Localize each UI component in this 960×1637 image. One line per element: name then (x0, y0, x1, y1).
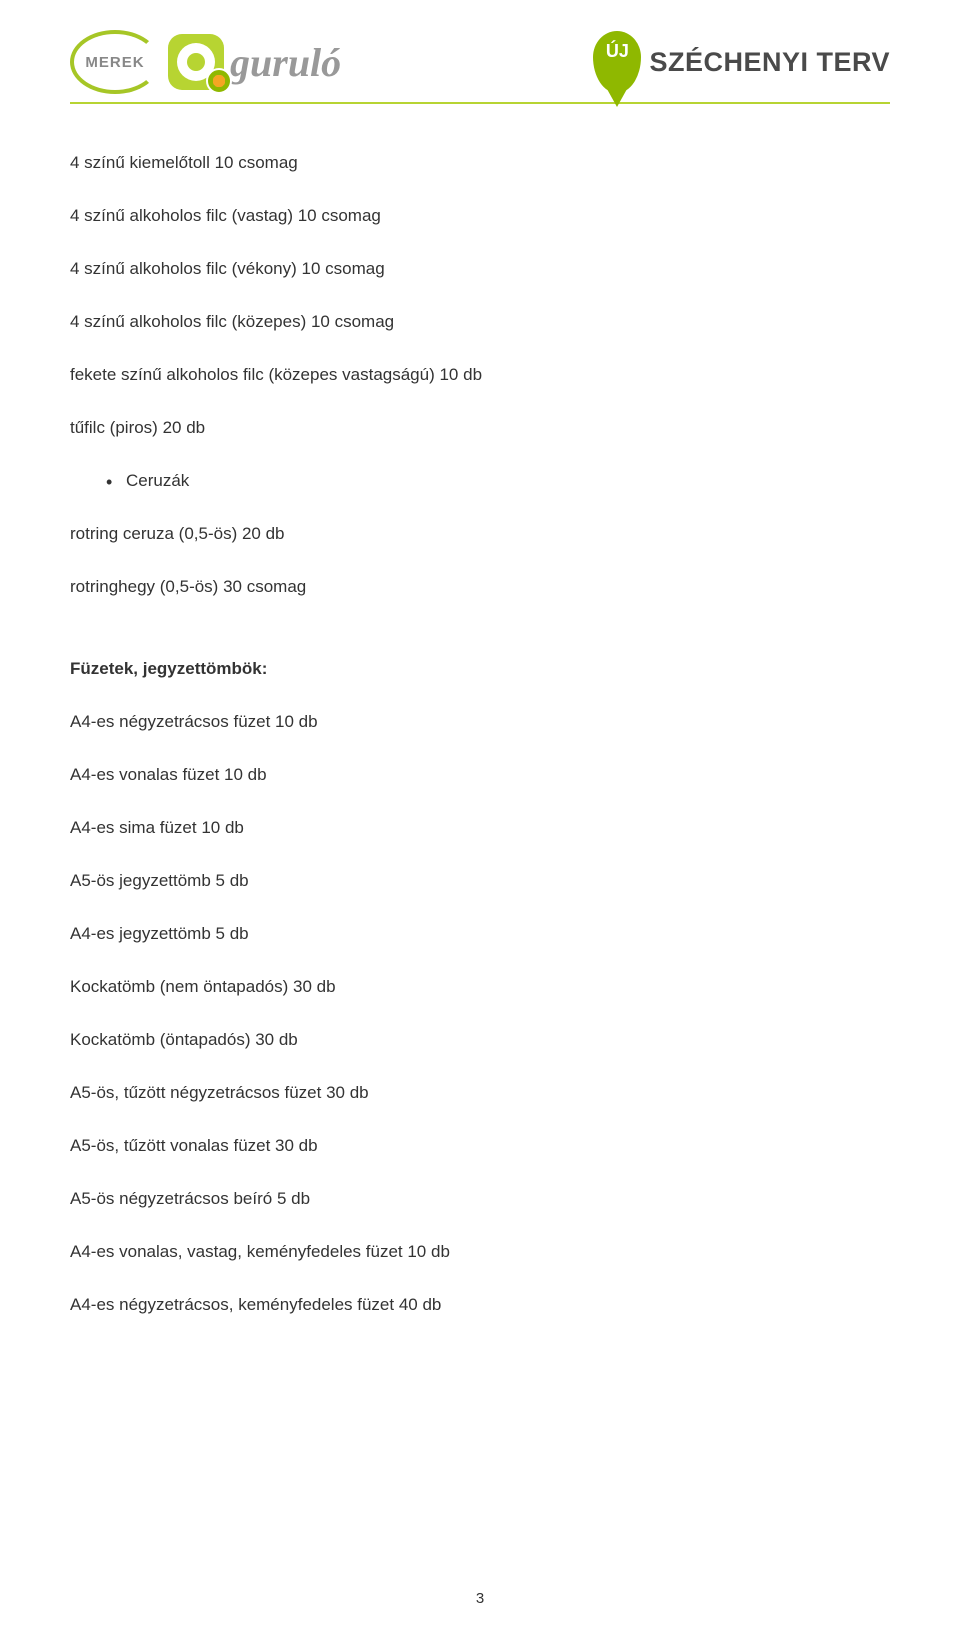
list-item-top-3: 4 színű alkoholos filc (közepes) 10 csom… (70, 311, 890, 334)
document-body: 4 színű kiemelőtoll 10 csomag 4 színű alk… (70, 152, 890, 1317)
list-item-section-6: Kockatömb (öntapadós) 30 db (70, 1029, 890, 1052)
gurulo-shape-icon (168, 34, 224, 90)
page-number: 3 (476, 1590, 484, 1607)
list-item-section-10: A4-es vonalas, vastag, keményfedeles füz… (70, 1241, 890, 1264)
list-item-afterbullet-0: rotring ceruza (0,5-ös) 20 db (70, 523, 890, 546)
list-item-section-7: A5-ös, tűzött négyzetrácsos füzet 30 db (70, 1082, 890, 1105)
list-item-section-3: A5-ös jegyzettömb 5 db (70, 870, 890, 893)
list-item-top-0: 4 színű kiemelőtoll 10 csomag (70, 152, 890, 175)
uj-label: ÚJ (606, 41, 629, 62)
list-item-top-5: tűfilc (piros) 20 db (70, 417, 890, 440)
header-right-logo: ÚJ SZÉCHENYI TERV (593, 31, 890, 93)
page-container: MEREK guruló ÚJ SZÉCHENYI TERV 4 színű k… (0, 0, 960, 1637)
list-item-top-1: 4 színű alkoholos filc (vastag) 10 csoma… (70, 205, 890, 228)
list-item-top-4: fekete színű alkoholos filc (közepes vas… (70, 364, 890, 387)
list-item-section-1: A4-es vonalas füzet 10 db (70, 764, 890, 787)
section-title-fuzetek: Füzetek, jegyzettömbök: (70, 658, 890, 681)
list-item-section-8: A5-ös, tűzött vonalas füzet 30 db (70, 1135, 890, 1158)
header-left-logos: MEREK guruló (70, 30, 341, 94)
szechenyi-label: SZÉCHENYI TERV (649, 47, 890, 78)
bullet-label: Ceruzák (126, 471, 189, 490)
list-item-section-5: Kockatömb (nem öntapadós) 30 db (70, 976, 890, 999)
uj-pin-icon: ÚJ (593, 31, 641, 93)
bullet-ceruzak: Ceruzák (70, 470, 890, 493)
merek-label: MEREK (85, 54, 144, 71)
list-item-section-4: A4-es jegyzettömb 5 db (70, 923, 890, 946)
page-header: MEREK guruló ÚJ SZÉCHENYI TERV (70, 30, 890, 104)
list-item-afterbullet-1: rotringhegy (0,5-ös) 30 csomag (70, 576, 890, 599)
list-item-section-9: A5-ös négyzetrácsos beíró 5 db (70, 1188, 890, 1211)
gurulo-logo: guruló (168, 34, 341, 90)
merek-logo: MEREK (70, 30, 160, 94)
list-item-section-11: A4-es négyzetrácsos, keményfedeles füzet… (70, 1294, 890, 1317)
gurulo-badge-icon (206, 68, 232, 94)
gurulo-label: guruló (230, 39, 341, 86)
list-item-section-0: A4-es négyzetrácsos füzet 10 db (70, 711, 890, 734)
merek-oval-icon: MEREK (70, 30, 160, 94)
list-item-section-2: A4-es sima füzet 10 db (70, 817, 890, 840)
list-item-top-2: 4 színű alkoholos filc (vékony) 10 csoma… (70, 258, 890, 281)
